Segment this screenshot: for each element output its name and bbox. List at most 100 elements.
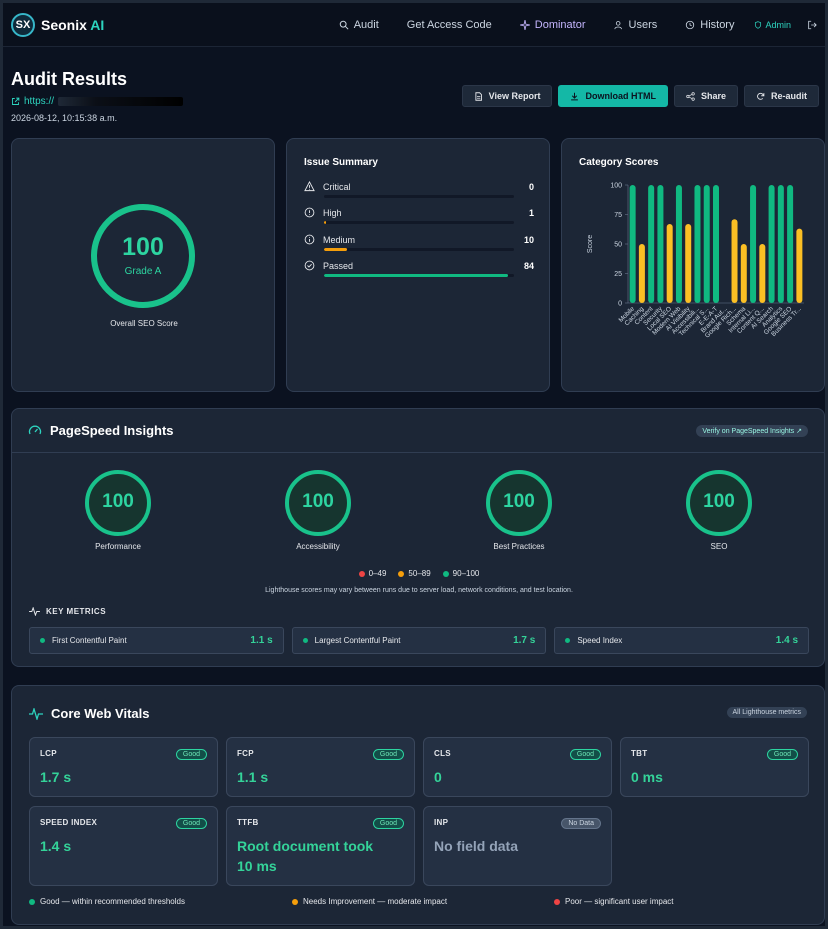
gauge-accessibility: 100 Accessibility	[258, 469, 378, 551]
score-legend: 0–49 50–89 90–100	[12, 569, 826, 578]
issue-bar	[324, 221, 514, 224]
pagespeed-card: PageSpeed Insights Verify on PageSpeed I…	[11, 408, 825, 667]
refresh-icon	[757, 92, 765, 100]
share-button[interactable]: Share	[673, 85, 738, 107]
top-bar: SX Seonix AI Audit Get Access Code Domin…	[3, 3, 825, 47]
bar[interactable]	[685, 223, 692, 303]
key-metric-fcp: First Contentful Paint 1.1 s	[29, 627, 284, 654]
main-nav: Audit Get Access Code Dominator Users Hi…	[339, 19, 817, 31]
metric-ttfb: TTFB Good Root document took 10 ms	[226, 806, 415, 886]
issue-row-high: High 1	[304, 207, 534, 224]
alert-circle-icon	[304, 207, 315, 218]
bar[interactable]	[648, 185, 655, 303]
shield-icon	[755, 20, 762, 29]
nav-get-access-code[interactable]: Get Access Code	[406, 18, 492, 31]
audit-date: 2026-08-12, 10:15:38 a.m.	[11, 113, 118, 123]
bar[interactable]	[638, 244, 645, 303]
metric-lcp: LCP Good 1.7 s	[29, 737, 218, 797]
bar[interactable]	[759, 244, 766, 303]
bar[interactable]	[666, 223, 673, 303]
category-scores-chart: Score0255075100MobileCachingContentSecur…	[587, 183, 804, 340]
gauge-ring	[285, 470, 351, 536]
info-circle-icon	[304, 234, 315, 245]
y-tick-label: 50	[614, 242, 622, 249]
issue-bar	[324, 248, 514, 251]
status-badge: Good	[372, 749, 404, 760]
bar[interactable]	[731, 219, 738, 303]
status-badge: Good	[372, 818, 404, 829]
share-icon	[686, 91, 695, 101]
core-web-vitals-card: Core Web Vitals All Lighthouse metrics L…	[11, 685, 825, 925]
bar[interactable]	[740, 244, 747, 303]
gauge-seo: 100 SEO	[659, 469, 779, 551]
y-tick-label: 0	[618, 301, 622, 308]
download-html-button[interactable]: Download HTML	[558, 85, 668, 107]
logo[interactable]: SX Seonix AI	[11, 12, 105, 37]
bar[interactable]	[675, 185, 682, 303]
metric-cls: CLS Good 0	[423, 737, 612, 797]
bar[interactable]	[657, 185, 664, 303]
bar[interactable]	[787, 185, 794, 303]
bar[interactable]	[777, 185, 784, 303]
verify-pagespeed-link[interactable]: Verify on PageSpeed Insights ↗	[696, 424, 808, 437]
status-badge: No Data	[561, 818, 601, 829]
core-web-vitals-header: Core Web Vitals	[29, 706, 150, 721]
legend-item: Good — within recommended thresholds	[29, 897, 185, 906]
issue-summary-card: Issue Summary Critical 0 High 1 Medium 1…	[286, 138, 550, 392]
all-lighthouse-metrics-chip[interactable]: All Lighthouse metrics	[726, 707, 807, 718]
bar[interactable]	[703, 185, 710, 303]
category-scores-title: Category Scores	[579, 157, 659, 168]
nav-users[interactable]: Users	[613, 19, 657, 31]
pulse-icon	[29, 707, 43, 720]
gauge-best-practices: 100 Best Practices	[459, 469, 579, 551]
activity-icon	[29, 607, 40, 616]
bar[interactable]	[796, 228, 803, 303]
metric-fcp: FCP Good 1.1 s	[226, 737, 415, 797]
issue-row-critical: Critical 0	[304, 181, 534, 198]
status-badge: Good	[766, 749, 798, 760]
gauge-ring	[486, 470, 552, 536]
key-metrics-title: KEY METRICS	[29, 607, 106, 616]
legend-item: 0–49	[358, 569, 386, 578]
download-icon	[571, 92, 579, 100]
nav-admin[interactable]: Admin	[754, 20, 791, 30]
legend-item: Poor — significant user impact	[554, 897, 674, 906]
gauge-performance: 100 Performance	[58, 469, 178, 551]
issue-bar	[324, 195, 514, 198]
key-metric-lcp: Largest Contentful Paint 1.7 s	[291, 627, 547, 654]
nav-dominator[interactable]: Dominator	[519, 19, 586, 31]
overall-grade: Grade A	[124, 266, 162, 277]
bar[interactable]	[750, 185, 757, 303]
lighthouse-note: Lighthouse scores may vary between runs …	[265, 587, 573, 594]
overall-score-value: 100	[122, 233, 164, 261]
issue-summary-title: Issue Summary	[304, 157, 378, 168]
re-audit-button[interactable]: Re-audit	[744, 85, 819, 107]
nav-audit[interactable]: Audit	[339, 19, 379, 31]
nav-history[interactable]: History	[685, 19, 734, 31]
y-axis-label: Score	[587, 235, 594, 253]
check-circle-icon	[304, 260, 315, 271]
audit-url[interactable]: https://	[11, 96, 184, 107]
view-report-button[interactable]: View Report	[461, 85, 553, 107]
key-metrics-row: First Contentful Paint 1.1 s Largest Cont…	[29, 627, 810, 654]
external-link-icon	[12, 97, 20, 105]
metric-speed-index: SPEED INDEX Good 1.4 s	[29, 806, 218, 886]
search-icon	[339, 20, 349, 30]
status-badge: Good	[175, 818, 207, 829]
history-icon	[686, 20, 695, 29]
pagespeed-title: PageSpeed Insights	[50, 423, 174, 438]
sparkle-icon	[519, 19, 530, 30]
logo-mark: SX	[11, 12, 35, 37]
app-name: Seonix AI	[41, 16, 105, 33]
warning-triangle-icon	[304, 181, 315, 192]
bar[interactable]	[694, 185, 701, 303]
bar[interactable]	[713, 185, 719, 303]
logout-button[interactable]	[807, 20, 817, 30]
bar[interactable]	[768, 185, 775, 303]
y-tick-label: 25	[614, 271, 622, 278]
key-metric-speed-index: Speed Index 1.4 s	[554, 627, 810, 654]
legend-item: 50–89	[398, 569, 431, 578]
users-icon	[613, 20, 622, 29]
overall-score-label: Overall SEO Score	[110, 319, 178, 328]
bar[interactable]	[629, 185, 636, 303]
